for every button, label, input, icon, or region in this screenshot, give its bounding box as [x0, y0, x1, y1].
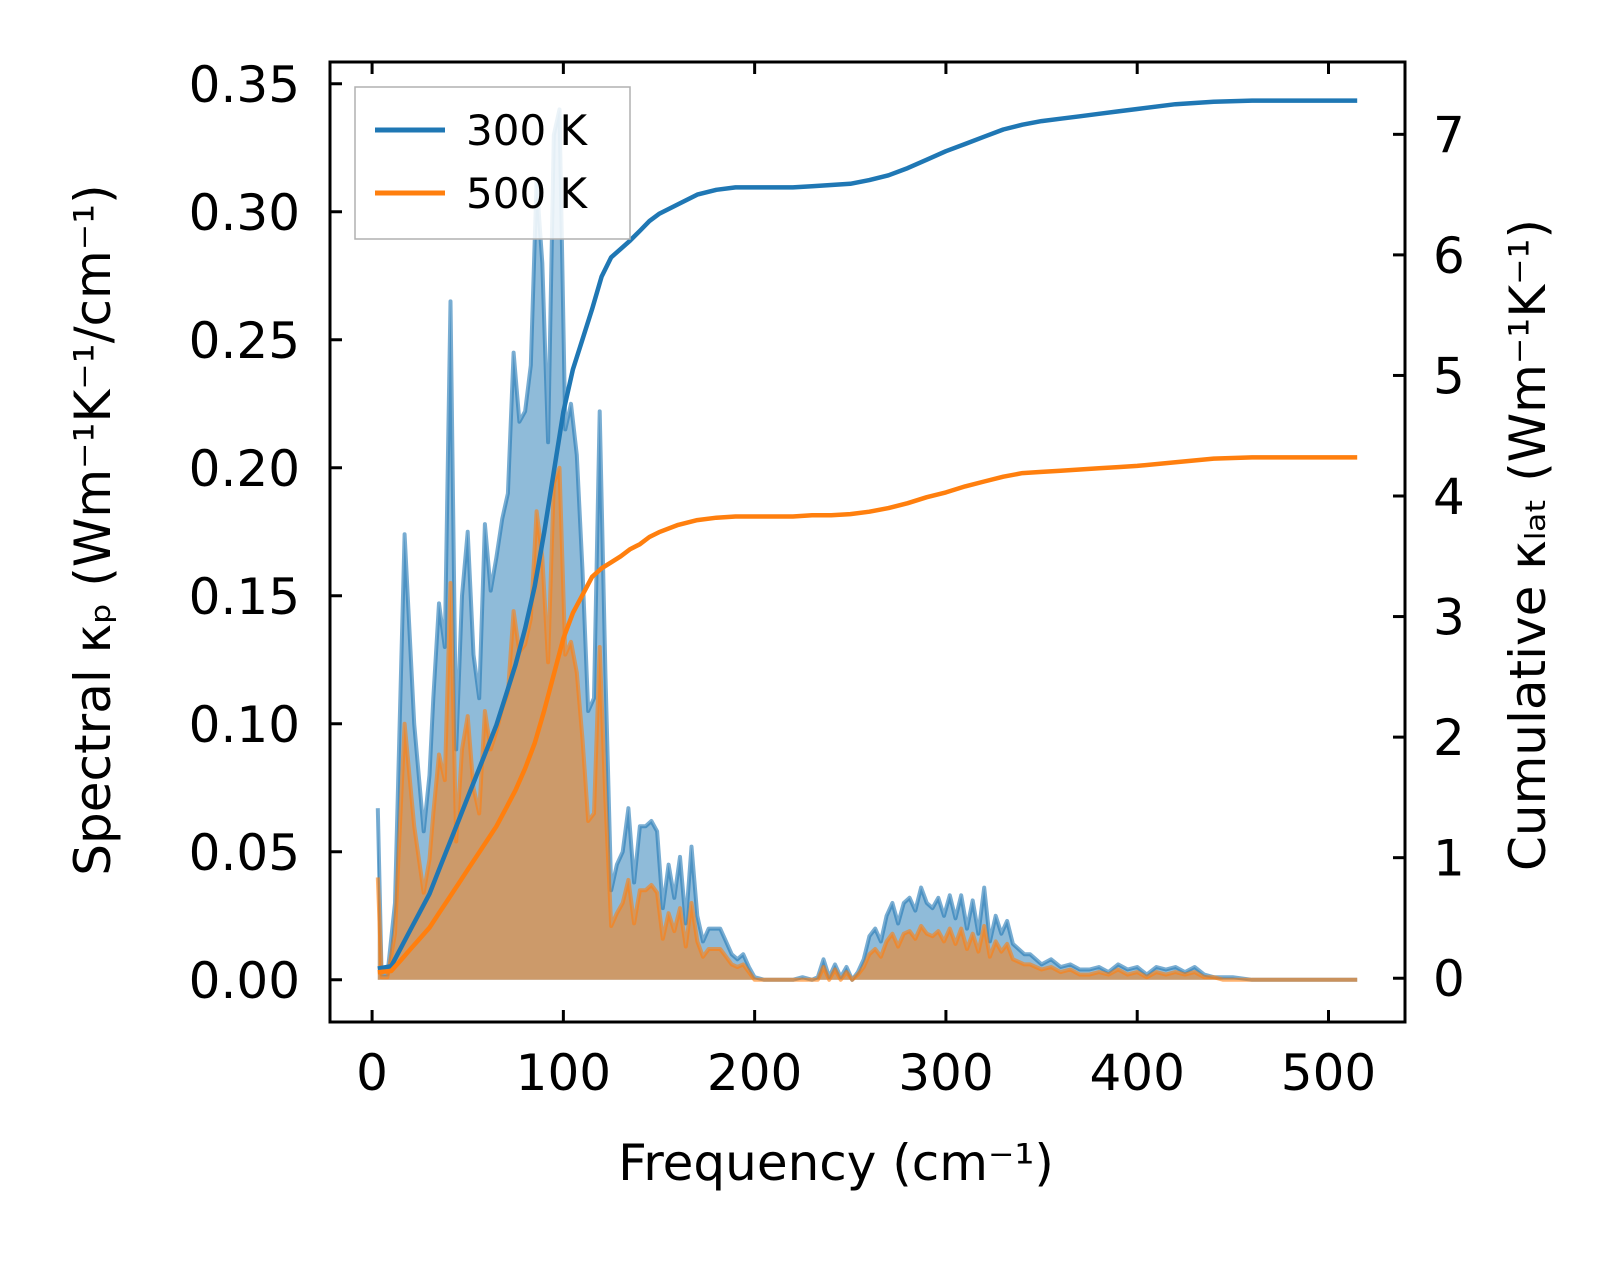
cumulative-line-300k — [377, 98, 1358, 971]
spectral-fill-500k — [377, 467, 1358, 980]
spectral-fills — [375, 107, 1358, 982]
y-right-tick-label: 3 — [1433, 589, 1465, 647]
data-lines — [377, 98, 1358, 975]
y-axis-right-ticks: 0 1 2 3 4 5 6 7 — [1393, 106, 1465, 1008]
y-right-tick-label: 4 — [1433, 468, 1465, 526]
spectral-line-500k — [375, 465, 1358, 982]
y-axis-left-ticks: 0.00 0.05 0.10 0.15 0.20 0.25 0.30 0.35 — [189, 56, 342, 1010]
y-left-tick-label: 0.30 — [189, 184, 300, 242]
y-left-tick-label: 0.10 — [189, 696, 300, 754]
plot-frame — [328, 60, 1407, 1024]
y-left-tick-label: 0.35 — [189, 56, 300, 114]
y-right-tick-label: 6 — [1433, 227, 1465, 285]
y-left-tick-label: 0.15 — [189, 568, 300, 626]
y-axis-right-label: Cumulative κₗₐₜ (Wm⁻¹K⁻¹) — [1499, 219, 1557, 871]
y-left-tick-label: 0.25 — [189, 312, 300, 370]
y-right-tick-label: 7 — [1433, 106, 1465, 164]
legend-label-500k: 500 K — [466, 169, 589, 218]
legend-box — [354, 86, 631, 240]
x-tick-label: 0 — [356, 1044, 388, 1102]
y-left-tick-label: 0.20 — [189, 440, 300, 498]
y-right-tick-label: 2 — [1433, 709, 1465, 767]
legend: 300 K 500 K — [354, 86, 631, 240]
y-axis-left-label: Spectral κₚ (Wm⁻¹K⁻¹/cm⁻¹) — [64, 184, 122, 875]
cumulative-line-500k — [377, 455, 1358, 975]
legend-label-300k: 300 K — [466, 106, 589, 155]
x-tick-label: 500 — [1281, 1044, 1376, 1102]
y-left-tick-label: 0.05 — [189, 824, 300, 882]
y-right-tick-label: 1 — [1433, 830, 1465, 888]
x-axis-label: Frequency (cm⁻¹) — [618, 1134, 1054, 1192]
y-right-tick-label: 5 — [1433, 347, 1465, 405]
y-right-tick-label: 0 — [1433, 950, 1465, 1008]
x-tick-label: 400 — [1089, 1044, 1184, 1102]
x-axis-ticks: 0 100 200 300 400 500 — [356, 62, 1376, 1102]
x-tick-label: 200 — [707, 1044, 802, 1102]
x-tick-label: 300 — [898, 1044, 993, 1102]
y-left-tick-label: 0.00 — [189, 952, 300, 1010]
x-tick-label: 100 — [516, 1044, 611, 1102]
